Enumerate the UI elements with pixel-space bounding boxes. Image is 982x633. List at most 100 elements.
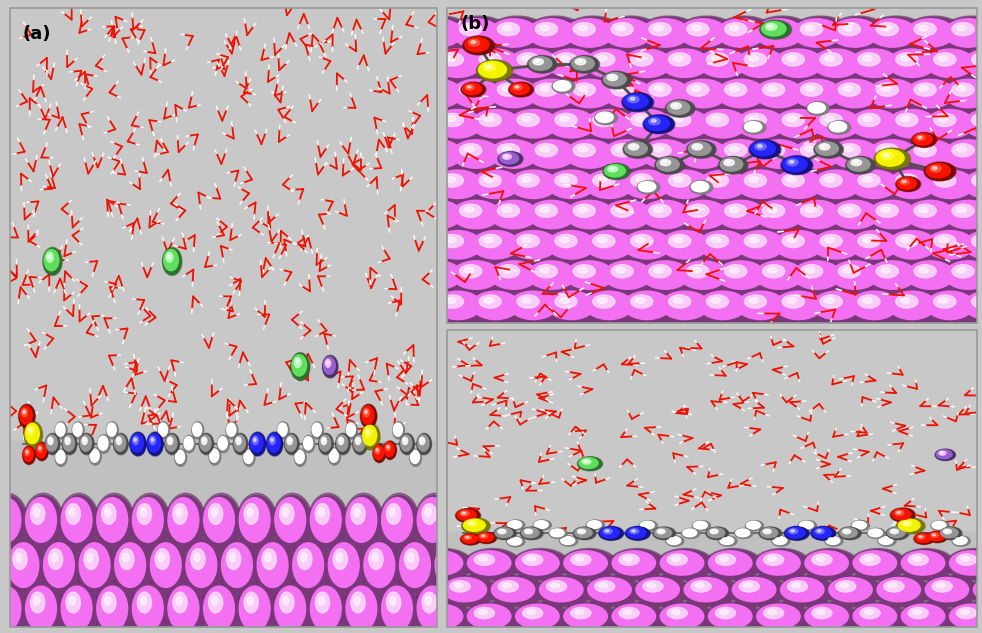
Circle shape [934,53,955,66]
Circle shape [906,79,955,108]
Circle shape [599,258,663,296]
Circle shape [48,549,63,570]
Circle shape [543,46,606,84]
Circle shape [945,261,982,289]
Circle shape [585,49,633,77]
Circle shape [707,528,725,537]
Circle shape [604,200,651,229]
Circle shape [812,105,816,107]
Circle shape [417,549,470,579]
Circle shape [699,291,746,320]
Circle shape [25,584,62,633]
Circle shape [562,258,625,296]
Circle shape [526,260,584,294]
Circle shape [919,536,922,537]
Circle shape [546,168,604,203]
Circle shape [486,197,549,235]
Circle shape [877,577,920,602]
Circle shape [649,265,671,278]
Circle shape [412,199,470,234]
Circle shape [401,434,414,454]
Circle shape [717,79,765,108]
Circle shape [217,436,230,453]
Circle shape [659,108,718,143]
Circle shape [962,108,982,143]
Circle shape [651,120,656,122]
Circle shape [751,16,814,53]
Circle shape [691,580,711,592]
Circle shape [751,77,814,114]
Circle shape [46,435,57,451]
Circle shape [919,207,928,213]
Circle shape [452,140,500,168]
Circle shape [725,144,747,157]
Circle shape [460,83,482,96]
Circle shape [563,549,616,579]
Circle shape [768,556,777,561]
Circle shape [692,144,702,150]
Circle shape [465,549,518,579]
Circle shape [891,508,915,522]
Circle shape [875,576,928,606]
Circle shape [869,200,916,229]
Circle shape [711,56,721,61]
Circle shape [460,265,482,278]
Circle shape [960,228,982,265]
Circle shape [469,522,473,524]
Circle shape [503,86,512,91]
Circle shape [695,46,758,84]
Circle shape [812,110,860,138]
Circle shape [909,523,912,525]
Circle shape [730,86,739,91]
Circle shape [512,522,515,524]
Circle shape [712,530,715,532]
Circle shape [937,583,945,588]
Circle shape [926,163,951,178]
Circle shape [164,249,179,271]
Circle shape [649,83,671,96]
Circle shape [514,549,567,579]
Circle shape [829,122,846,132]
Circle shape [535,60,540,63]
Circle shape [763,529,771,534]
Circle shape [735,290,793,324]
Circle shape [28,428,31,432]
Circle shape [808,167,871,204]
Circle shape [491,577,535,602]
Circle shape [730,207,739,213]
Circle shape [624,610,632,615]
Bar [447,532,977,627]
Circle shape [980,580,982,592]
Circle shape [192,423,201,436]
Circle shape [925,163,955,180]
Circle shape [425,596,431,605]
Circle shape [627,527,646,538]
Circle shape [853,551,897,575]
Circle shape [484,177,494,182]
Circle shape [749,177,759,182]
Circle shape [673,104,678,107]
Circle shape [326,361,329,365]
Circle shape [97,498,128,542]
Circle shape [945,200,982,229]
Circle shape [912,133,936,147]
Circle shape [768,207,777,213]
Circle shape [599,113,607,118]
Circle shape [718,156,748,174]
Circle shape [527,56,557,73]
Circle shape [843,529,850,534]
Circle shape [713,197,776,235]
Circle shape [941,77,982,114]
Circle shape [237,493,277,552]
Circle shape [922,289,982,326]
Circle shape [952,83,974,96]
Circle shape [227,549,241,570]
Circle shape [624,49,671,77]
Circle shape [927,531,948,542]
Circle shape [315,592,330,613]
Circle shape [884,580,904,592]
Circle shape [708,604,752,629]
Circle shape [829,577,872,602]
Circle shape [89,448,101,465]
Circle shape [599,77,663,114]
